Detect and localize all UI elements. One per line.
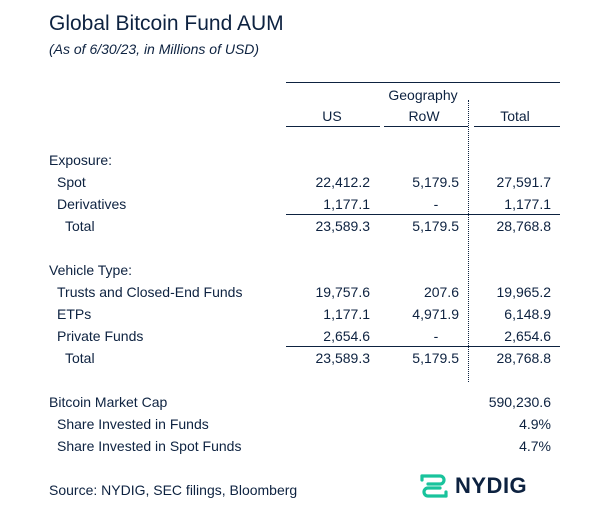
section-row-exposure: Exposure: <box>0 152 599 172</box>
cell-total: 1,177.1 <box>504 196 551 212</box>
row-label: Trusts and Closed-End Funds <box>57 284 243 300</box>
table-row: ETPs 1,177.1 4,971.9 6,148.9 <box>0 306 599 326</box>
row-label: Share Invested in Spot Funds <box>57 438 242 454</box>
cell-row: 5,179.5 <box>412 174 459 190</box>
section-heading: Vehicle Type: <box>49 262 133 278</box>
source-note: Source: NYDIG, SEC filings, Bloomberg <box>49 482 298 498</box>
cell-row: 4,971.9 <box>412 306 459 322</box>
total-column-separator <box>468 100 469 382</box>
cell-row: 207.6 <box>423 284 459 300</box>
cell-us: 1,177.1 <box>323 196 370 212</box>
row-label: Total <box>65 350 95 366</box>
row-label: Spot <box>57 174 86 190</box>
cell-total: 28,768.8 <box>496 218 552 234</box>
section-row-vehicle: Vehicle Type: <box>0 262 599 282</box>
table-row: Bitcoin Market Cap 590,230.6 <box>0 394 599 414</box>
nydig-logo: NYDIG <box>418 470 527 502</box>
column-header-row: RoW <box>408 108 440 124</box>
column-header-rule-us <box>286 126 380 127</box>
table-row-total: Total 23,589.3 5,179.5 28,768.8 <box>0 350 599 370</box>
row-label: Bitcoin Market Cap <box>49 394 168 410</box>
cell-row: - <box>433 196 439 212</box>
geography-header: Geography <box>388 87 458 103</box>
column-header-total: Total <box>500 108 530 124</box>
cell-total: 28,768.8 <box>496 350 552 366</box>
table-row: Spot 22,412.2 5,179.5 27,591.7 <box>0 174 599 194</box>
cell-total: 19,965.2 <box>496 284 552 300</box>
cell-row: 5,179.5 <box>412 218 459 234</box>
subtotal-rule <box>286 214 560 215</box>
cell-total: 27,591.7 <box>496 174 552 190</box>
geography-top-rule <box>286 82 560 83</box>
column-header-rule-total <box>474 126 560 127</box>
cell-total: 4.7% <box>519 438 551 454</box>
row-label: Private Funds <box>57 328 144 344</box>
table-row-total: Total 23,589.3 5,179.5 28,768.8 <box>0 218 599 238</box>
table-title: Global Bitcoin Fund AUM <box>49 12 284 35</box>
table-row: Trusts and Closed-End Funds 19,757.6 207… <box>0 284 599 304</box>
cell-us: 19,757.6 <box>315 284 371 300</box>
cell-row: - <box>433 328 439 344</box>
subtotal-rule <box>286 346 560 347</box>
nydig-logo-icon <box>420 474 448 498</box>
cell-total: 6,148.9 <box>504 306 551 322</box>
cell-us: 1,177.1 <box>323 306 370 322</box>
section-heading: Exposure: <box>49 152 113 168</box>
cell-us: 23,589.3 <box>315 350 371 366</box>
cell-row: 5,179.5 <box>412 350 459 366</box>
logo-text: NYDIG <box>455 473 528 498</box>
cell-us: 23,589.3 <box>315 218 371 234</box>
cell-us: 22,412.2 <box>315 174 371 190</box>
cell-us: 2,654.6 <box>323 328 370 344</box>
row-label: ETPs <box>57 306 92 322</box>
row-label: Derivatives <box>57 196 127 212</box>
row-label: Share Invested in Funds <box>57 416 209 432</box>
column-header-us: US <box>322 108 342 124</box>
cell-total: 4.9% <box>519 416 551 432</box>
cell-total: 590,230.6 <box>488 394 551 410</box>
row-label: Total <box>65 218 95 234</box>
table-row: Derivatives 1,177.1 - 1,177.1 <box>0 196 599 216</box>
table-row: Share Invested in Spot Funds 4.7% <box>0 438 599 458</box>
column-header-rule-row <box>384 126 468 127</box>
table-subtitle: (As of 6/30/23, in Millions of USD) <box>49 41 260 57</box>
table-row: Private Funds 2,654.6 - 2,654.6 <box>0 328 599 348</box>
cell-total: 2,654.6 <box>504 328 551 344</box>
table-row: Share Invested in Funds 4.9% <box>0 416 599 436</box>
